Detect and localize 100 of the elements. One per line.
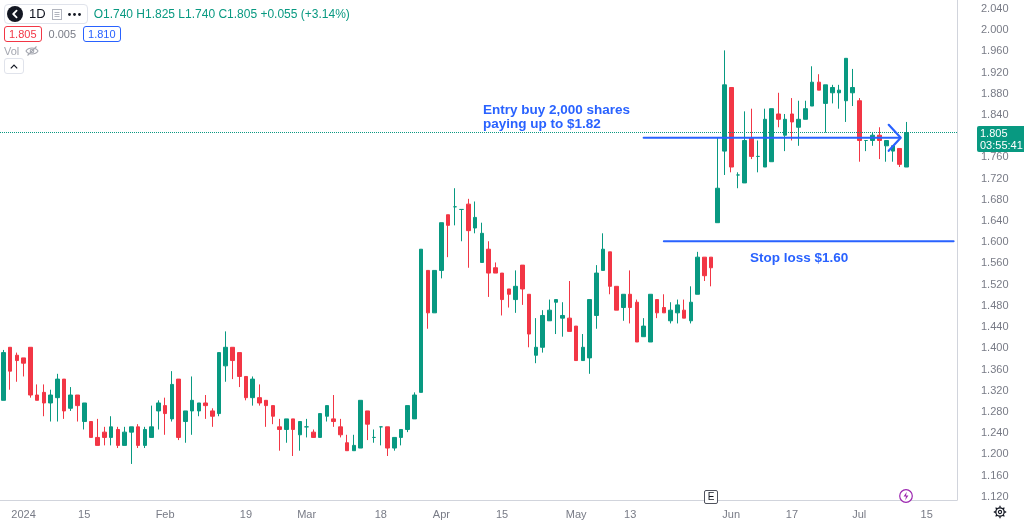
- candlestick: [432, 269, 437, 314]
- x-tick-label: 15: [495, 507, 509, 520]
- candlestick: [399, 428, 403, 446]
- candlestick: [601, 232, 605, 271]
- candlestick: [358, 399, 363, 449]
- annotation: 1.810: [83, 26, 121, 42]
- candlestick: [304, 418, 309, 438]
- annotation: E: [704, 490, 718, 504]
- candlestick: [513, 269, 518, 314]
- candlestick: [116, 426, 120, 449]
- annotation: Stop loss $1.60: [750, 250, 849, 265]
- candlestick: [830, 84, 835, 104]
- x-tick-label: 15: [78, 507, 91, 520]
- candlestick: [68, 386, 73, 412]
- candlestick: [493, 261, 498, 274]
- candlestick: [803, 100, 808, 120]
- candlestick: [540, 309, 545, 354]
- candlestick: [42, 383, 46, 417]
- y-tick-label: 1.520: [981, 277, 1009, 290]
- candlestick: [197, 402, 201, 417]
- candlestick: [715, 137, 720, 224]
- candlestick: [385, 426, 390, 457]
- candlestick: [534, 317, 538, 364]
- candlestick: [277, 418, 282, 452]
- candlestick: [190, 375, 194, 436]
- x-tick-label: Feb: [155, 507, 175, 520]
- candlestick: [560, 301, 565, 338]
- candlestick: [850, 68, 855, 107]
- annotation: 0.005: [47, 27, 78, 41]
- candlestick: [352, 434, 356, 452]
- candlestick: [628, 269, 632, 324]
- candlestick: [203, 394, 208, 420]
- candlestick: [338, 418, 343, 438]
- candlestick: [223, 330, 228, 383]
- y-tick-label: 1.360: [981, 362, 1009, 375]
- candlestick: [210, 407, 215, 428]
- candlestick: [614, 285, 619, 311]
- candlestick: [695, 251, 700, 295]
- candlestick: [379, 426, 383, 446]
- y-tick-label: 1.240: [981, 426, 1009, 439]
- candlestick: [149, 405, 154, 438]
- candlestick: [129, 426, 134, 465]
- candlestick: [95, 418, 100, 446]
- candlestick: [8, 346, 12, 391]
- candlestick: [244, 375, 248, 401]
- candlestick: [507, 288, 511, 309]
- candlestick: [102, 426, 107, 446]
- candlestick: [55, 373, 60, 423]
- candlestick: [466, 198, 471, 269]
- x-tick-label: 2024: [11, 507, 36, 520]
- candlestick: [790, 97, 794, 142]
- candlestick: [62, 378, 66, 420]
- candlestick: [412, 391, 417, 420]
- candlestick: [446, 214, 450, 258]
- candlestick: [729, 86, 734, 173]
- candlestick: [567, 280, 572, 332]
- candlestick: [237, 352, 242, 388]
- y-tick-label: 1.280: [981, 404, 1009, 417]
- candlestick: [500, 272, 504, 316]
- candlestick: [675, 299, 680, 324]
- candlestick: [331, 394, 336, 428]
- candlestick: [325, 405, 329, 423]
- y-tick-label: 1.920: [981, 65, 1009, 78]
- candlestick: [264, 399, 268, 428]
- candlestick: [1, 349, 6, 401]
- candlestick: [21, 357, 26, 377]
- candlestick: [136, 423, 140, 449]
- candlestick: [473, 200, 477, 234]
- candlestick: [689, 285, 693, 324]
- candlestick: [365, 410, 370, 441]
- candlestick: [75, 394, 80, 423]
- candlestick: [28, 346, 33, 399]
- candlestick: [143, 426, 147, 449]
- y-tick-label: 1.480: [981, 298, 1009, 311]
- candlestick: [284, 418, 289, 444]
- candlestick: [163, 397, 167, 436]
- candlestick: [736, 171, 740, 189]
- candlestick: [35, 383, 39, 401]
- candlestick: [453, 187, 457, 226]
- y-tick-label: 2.040: [981, 1, 1009, 14]
- candlestick: [897, 147, 902, 168]
- x-tick-label: May: [565, 507, 588, 520]
- candlestick: [810, 65, 814, 107]
- x-tick-label: Jul: [852, 507, 867, 520]
- candlestick: [581, 333, 585, 362]
- y-tick-label: 1.400: [981, 341, 1009, 354]
- candlestick: [837, 84, 841, 110]
- candlestick: [587, 299, 592, 375]
- y-tick-label: 1.960: [981, 44, 1009, 57]
- candlestick: [594, 264, 599, 330]
- y-tick-label: 1.720: [981, 171, 1009, 184]
- y-tick-label: 1.680: [981, 192, 1009, 205]
- y-tick-label: 1.760: [981, 150, 1009, 163]
- x-tick-label: 19: [239, 507, 253, 520]
- y-tick-label: 1.320: [981, 383, 1009, 396]
- candlestick: [271, 405, 275, 425]
- candlestick: [749, 108, 754, 160]
- candlestick: [527, 293, 531, 348]
- candlestick: [230, 346, 235, 380]
- candlestick: [298, 421, 302, 452]
